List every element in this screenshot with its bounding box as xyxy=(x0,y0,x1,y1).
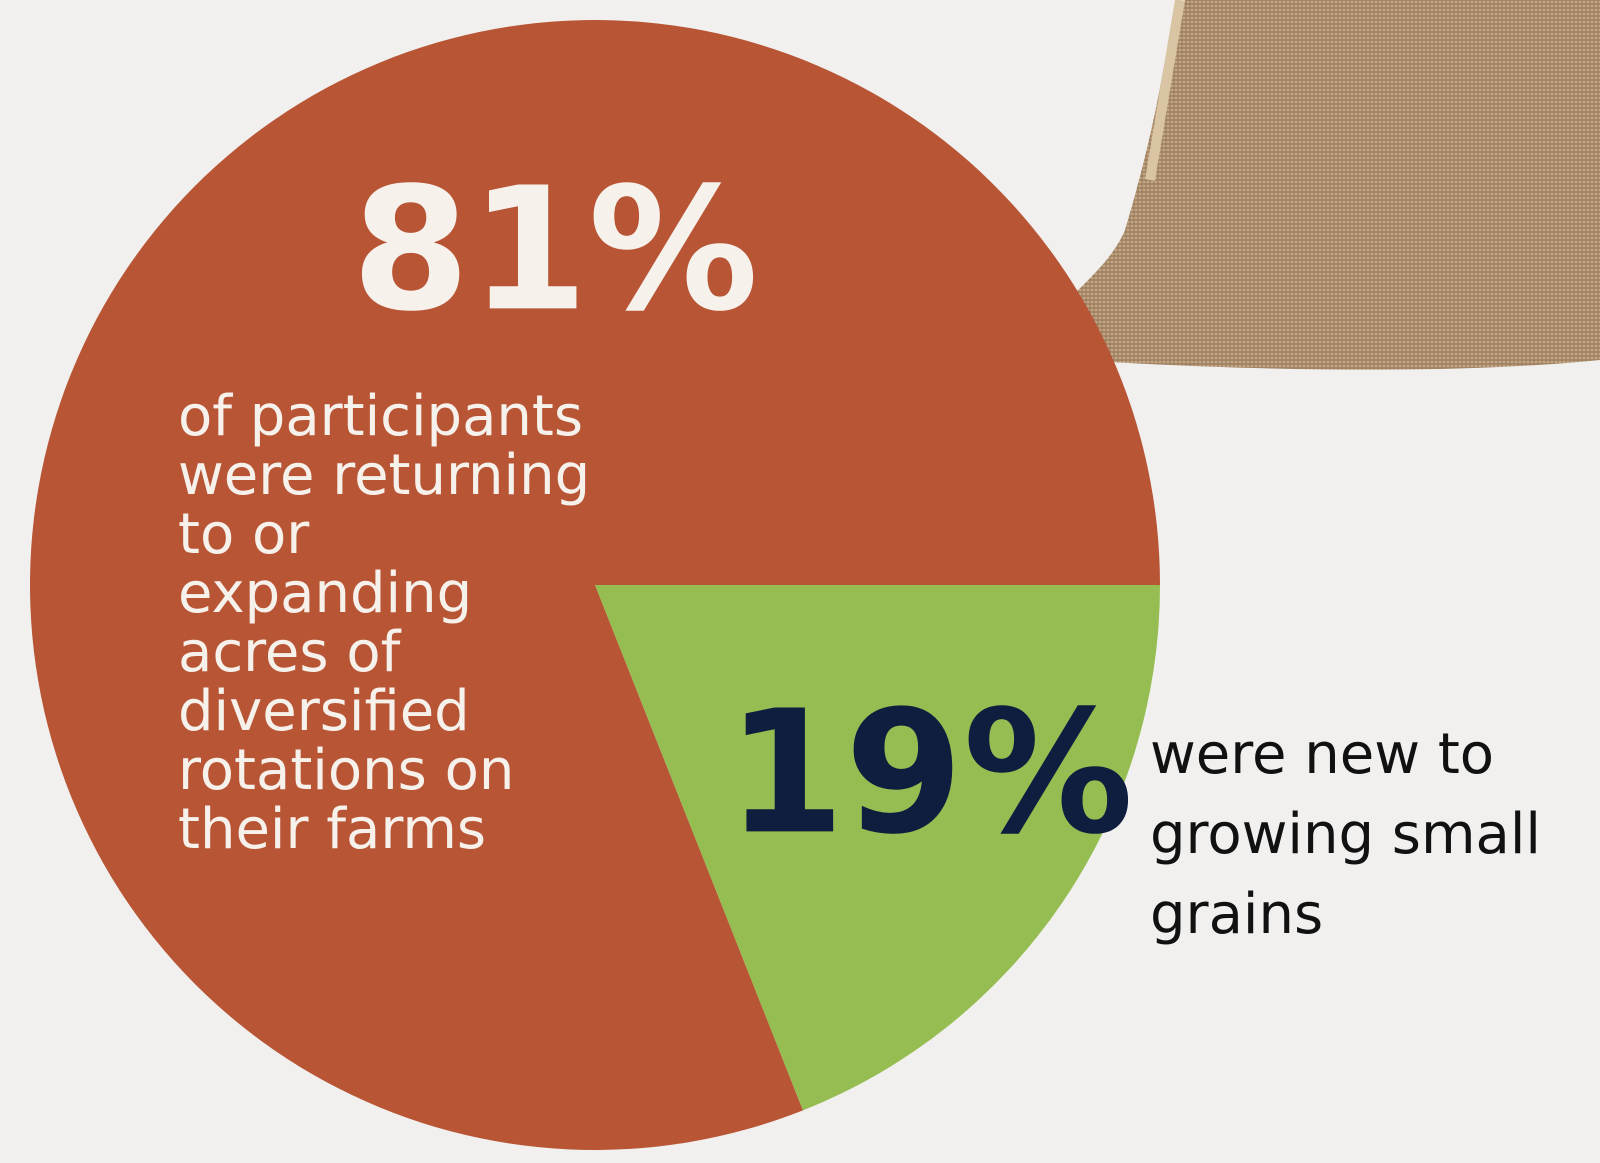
description-line: diversified xyxy=(178,679,470,744)
description-line: were new to xyxy=(1150,722,1494,787)
burlap-bag xyxy=(1054,0,1600,370)
value-label: 19% xyxy=(727,674,1134,872)
description-line: were returning xyxy=(178,443,590,508)
description-line: grains xyxy=(1150,882,1323,947)
pie-slice xyxy=(29,20,1160,1151)
description-line: rotations on xyxy=(178,738,514,803)
pie-slice xyxy=(595,585,1160,1111)
description-line: expanding xyxy=(178,561,472,626)
pie xyxy=(29,20,1160,1151)
description-line: to or xyxy=(178,502,310,567)
description-line: their farms xyxy=(178,797,486,862)
description-line: growing small xyxy=(1150,802,1541,867)
description-line: acres of xyxy=(178,620,402,685)
value-label: 81% xyxy=(352,151,759,349)
description-line: of participants xyxy=(178,384,583,449)
